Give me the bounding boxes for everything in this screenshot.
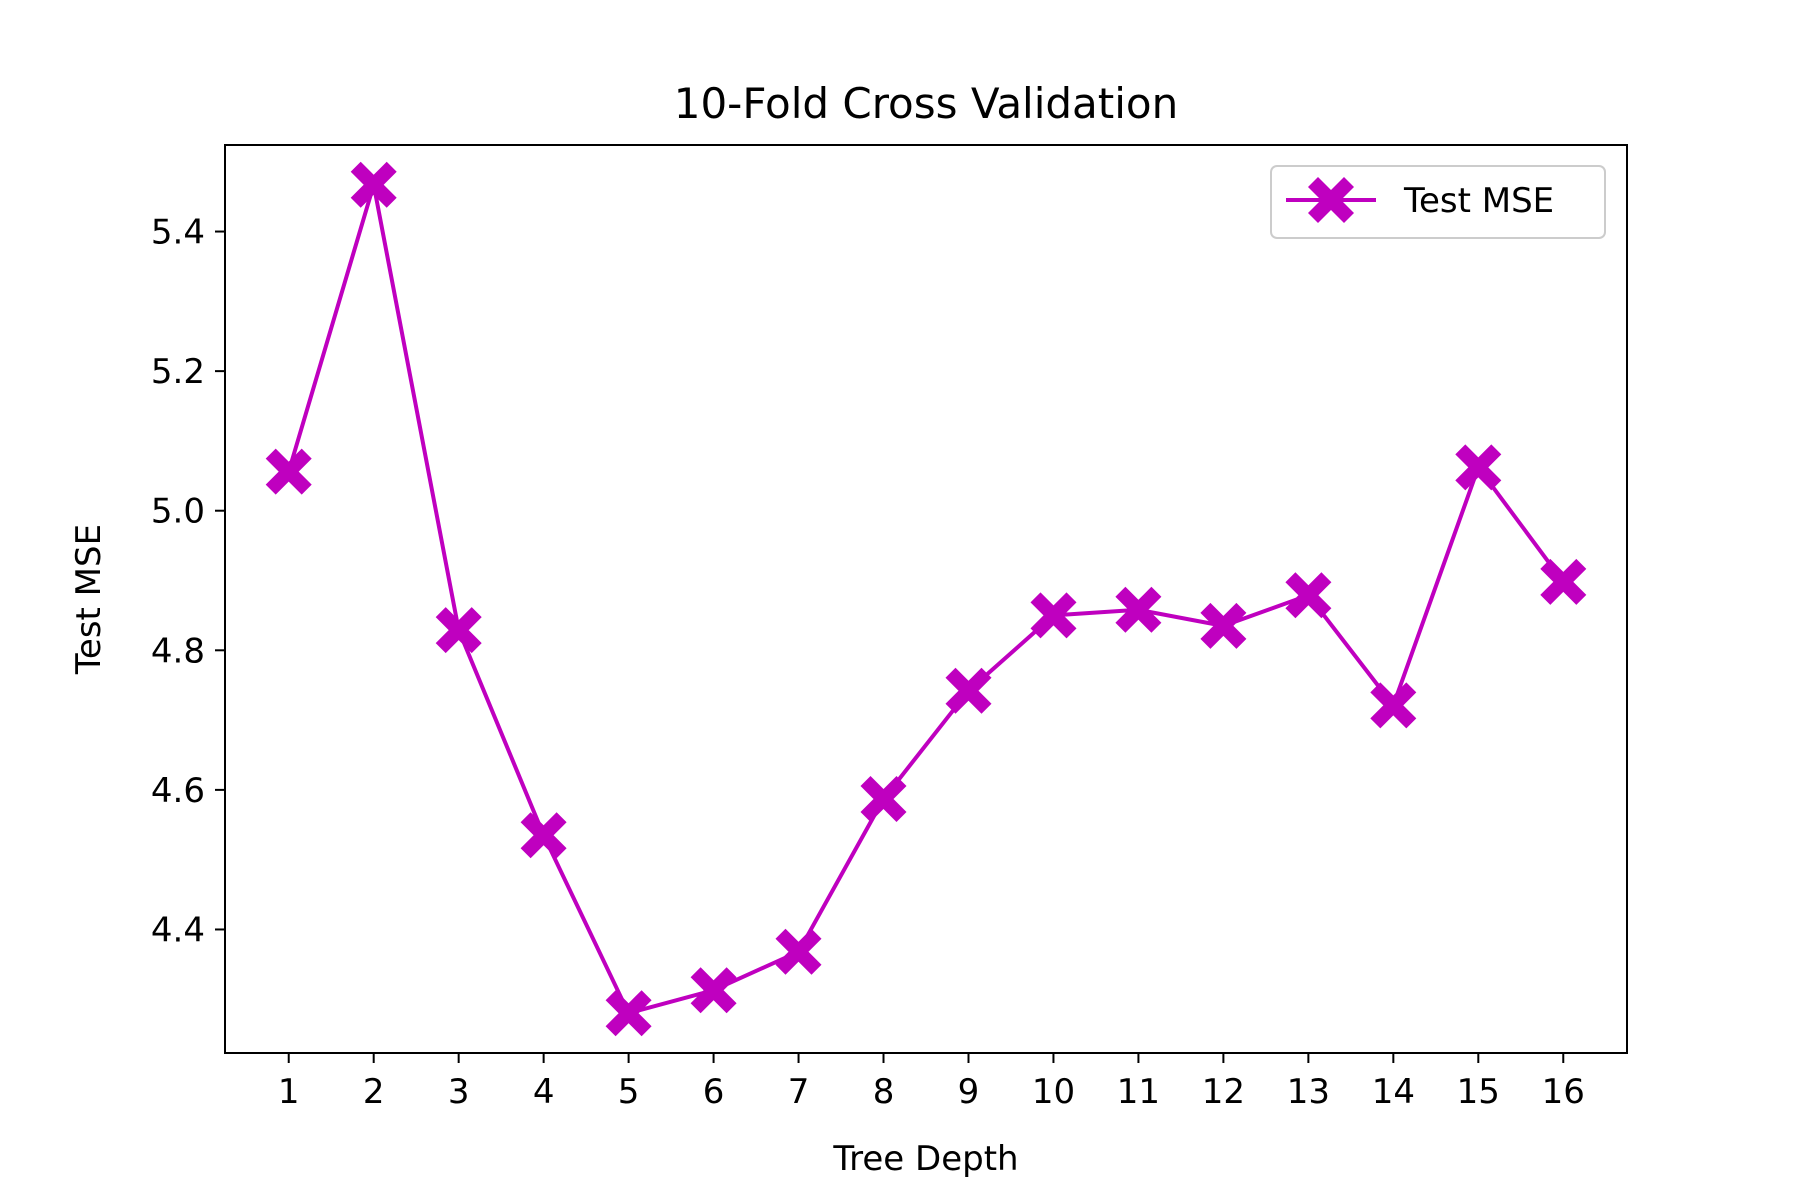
data-point [520,812,567,859]
legend: Test MSE [1270,165,1606,239]
y-axis: 4.4 4.6 4.8 5.0 5.2 5.4 [151,213,225,950]
x-tick-label: 7 [788,1072,810,1112]
plot-area [224,144,1628,1054]
legend-box [1270,165,1606,239]
x-axis: 1 2 3 4 5 6 7 8 9 10 11 12 13 14 15 16 [278,1053,1585,1112]
x-tick-label: 5 [618,1072,640,1112]
x-tick-label: 3 [448,1072,470,1112]
y-tick-label: 4.4 [151,910,205,950]
data-point [1540,558,1587,605]
y-tick-label: 5.4 [151,213,205,253]
legend-label: Test MSE [1403,181,1554,221]
x-tick-label: 16 [1542,1072,1585,1112]
x-axis-label: Tree Depth [832,1139,1018,1179]
data-point [605,990,652,1037]
data-point [350,161,397,208]
y-tick-label: 5.0 [151,492,205,532]
data-point [1200,602,1247,649]
series-test-mse [265,161,1587,1037]
data-point [1115,586,1162,633]
x-tick-label: 6 [703,1072,725,1112]
series-line [286,182,1565,1016]
x-tick-label: 9 [958,1072,980,1112]
x-tick-label: 15 [1457,1072,1500,1112]
x-tick-label: 14 [1372,1072,1415,1112]
data-point [265,448,312,495]
x-tick-label: 2 [363,1072,385,1112]
data-point [690,967,737,1014]
data-point [945,667,992,714]
data-point [775,928,822,975]
y-axis-label: Test MSE [69,524,109,675]
x-tick-label: 12 [1202,1072,1245,1112]
x-tick-label: 11 [1117,1072,1160,1112]
x-tick-label: 8 [873,1072,895,1112]
y-tick-label: 4.6 [151,771,205,811]
data-point [1370,682,1417,729]
data-point [1030,592,1077,639]
y-tick-label: 4.8 [151,631,205,671]
data-point [860,776,907,822]
x-tick-label: 1 [278,1072,300,1112]
chart-title: 10-Fold Cross Validation [674,79,1179,128]
data-point [1285,572,1332,619]
y-tick-label: 5.2 [151,352,205,392]
data-point [1455,444,1502,491]
legend-marker-x-icon [1308,177,1354,223]
x-tick-label: 4 [533,1072,555,1112]
x-tick-label: 13 [1287,1072,1330,1112]
x-tick-label: 10 [1032,1072,1075,1112]
data-point [435,607,482,654]
